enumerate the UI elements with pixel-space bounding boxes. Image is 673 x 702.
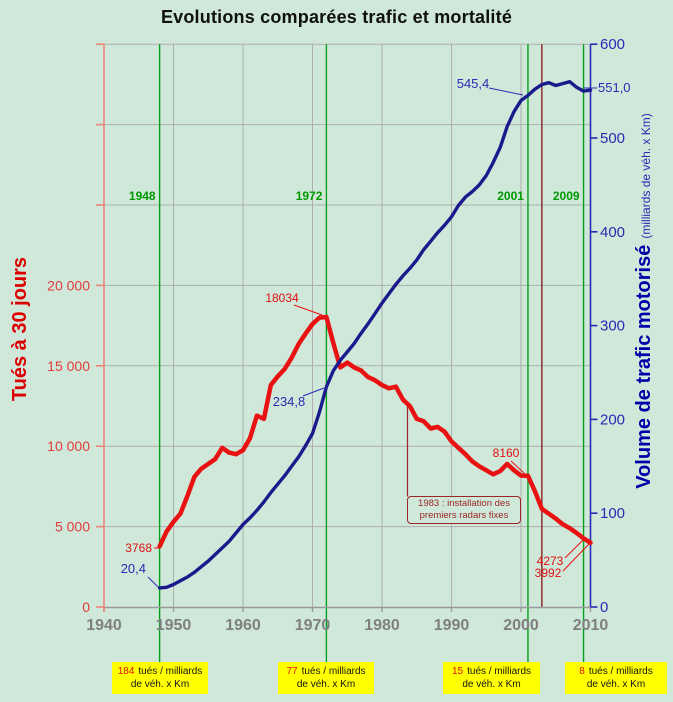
rate-box-line1: 77 tués / milliards xyxy=(286,666,366,677)
traffic-point-label: 551,0 xyxy=(598,80,631,95)
deaths-point-label: 3992 xyxy=(535,566,562,580)
x-tick-label: 1990 xyxy=(434,617,470,634)
deaths-curve xyxy=(157,314,593,549)
rate-box-2001: 15 tués / milliards de véh. x Km xyxy=(443,662,540,694)
deaths-label-leader xyxy=(562,543,590,572)
traffic-point-label: 234,8 xyxy=(273,394,306,409)
y-tick-label-left: 0 xyxy=(82,599,90,615)
y-tick-label-left: 15 000 xyxy=(47,358,90,374)
x-tick-label: 1940 xyxy=(86,617,122,634)
deaths-point-label: 4273 xyxy=(537,554,564,568)
y-tick-label-right: 200 xyxy=(600,411,625,428)
deaths-point-label: 18034 xyxy=(265,291,299,305)
deaths-label-leader xyxy=(293,304,323,316)
y-tick-label-left: 20 000 xyxy=(47,277,90,293)
x-tick-label: 1950 xyxy=(156,617,192,634)
radar-annotation: 1983 : installation des premiers radars … xyxy=(407,496,521,525)
traffic-curve xyxy=(157,79,593,590)
event-year-label: 2009 xyxy=(553,189,580,203)
rate-box-line1: 15 tués / milliards xyxy=(451,666,532,677)
y-tick-label-left: 10 000 xyxy=(47,438,90,454)
deaths-point-label: 8160 xyxy=(493,446,520,460)
traffic-label-leader xyxy=(147,576,159,588)
chart-title: Evolutions comparées trafic et mortalité xyxy=(160,7,513,27)
y-tick-label-right: 300 xyxy=(600,318,625,335)
rate-box-line1: 184 tués / milliards xyxy=(117,666,203,677)
rate-box-line2: de véh. x Km xyxy=(462,679,521,690)
deaths-label-leader xyxy=(510,460,527,476)
radar-annotation-line2: premiers radars fixes xyxy=(419,509,509,521)
y-tick-label-left: 5 000 xyxy=(55,519,90,535)
deaths-label-leader xyxy=(564,538,585,559)
traffic-label-leader xyxy=(302,387,325,397)
y-tick-label-right: 600 xyxy=(600,36,625,53)
rate-box-1948: 184 tués / milliards de véh. x Km xyxy=(112,662,208,694)
x-tick-label: 2010 xyxy=(573,617,609,634)
x-tick-label: 1960 xyxy=(225,617,261,634)
rate-box-2009: 8 tués / milliards de véh. x Km xyxy=(565,662,667,694)
x-tick-label: 1980 xyxy=(364,617,400,634)
traffic-label-leader xyxy=(488,87,524,96)
y-tick-label-right: 400 xyxy=(600,224,625,241)
y-tick-label-right: 0 xyxy=(600,599,608,616)
x-tick-label: 1970 xyxy=(295,617,331,634)
rate-box-line2: de véh. x Km xyxy=(296,679,356,690)
event-year-label: 1972 xyxy=(296,189,323,203)
event-year-label: 2001 xyxy=(497,189,524,203)
rate-box-line2: de véh. x Km xyxy=(130,679,190,690)
x-tick-label: 2000 xyxy=(503,617,539,634)
traffic-point-label: 20,4 xyxy=(121,561,146,576)
rate-box-line2: de véh. x Km xyxy=(586,679,646,690)
traffic-point-label: 545,4 xyxy=(457,76,490,91)
event-year-label: 1948 xyxy=(129,189,156,203)
rate-box-1972: 77 tués / milliards de véh. x Km xyxy=(278,662,374,694)
rate-box-line1: 8 tués / milliards xyxy=(579,666,653,677)
deaths-point-label: 3768 xyxy=(125,541,152,555)
y-tick-label-right: 100 xyxy=(600,505,625,522)
radar-annotation-line1: 1983 : installation des xyxy=(418,498,510,509)
y-tick-label-right: 500 xyxy=(600,130,625,147)
